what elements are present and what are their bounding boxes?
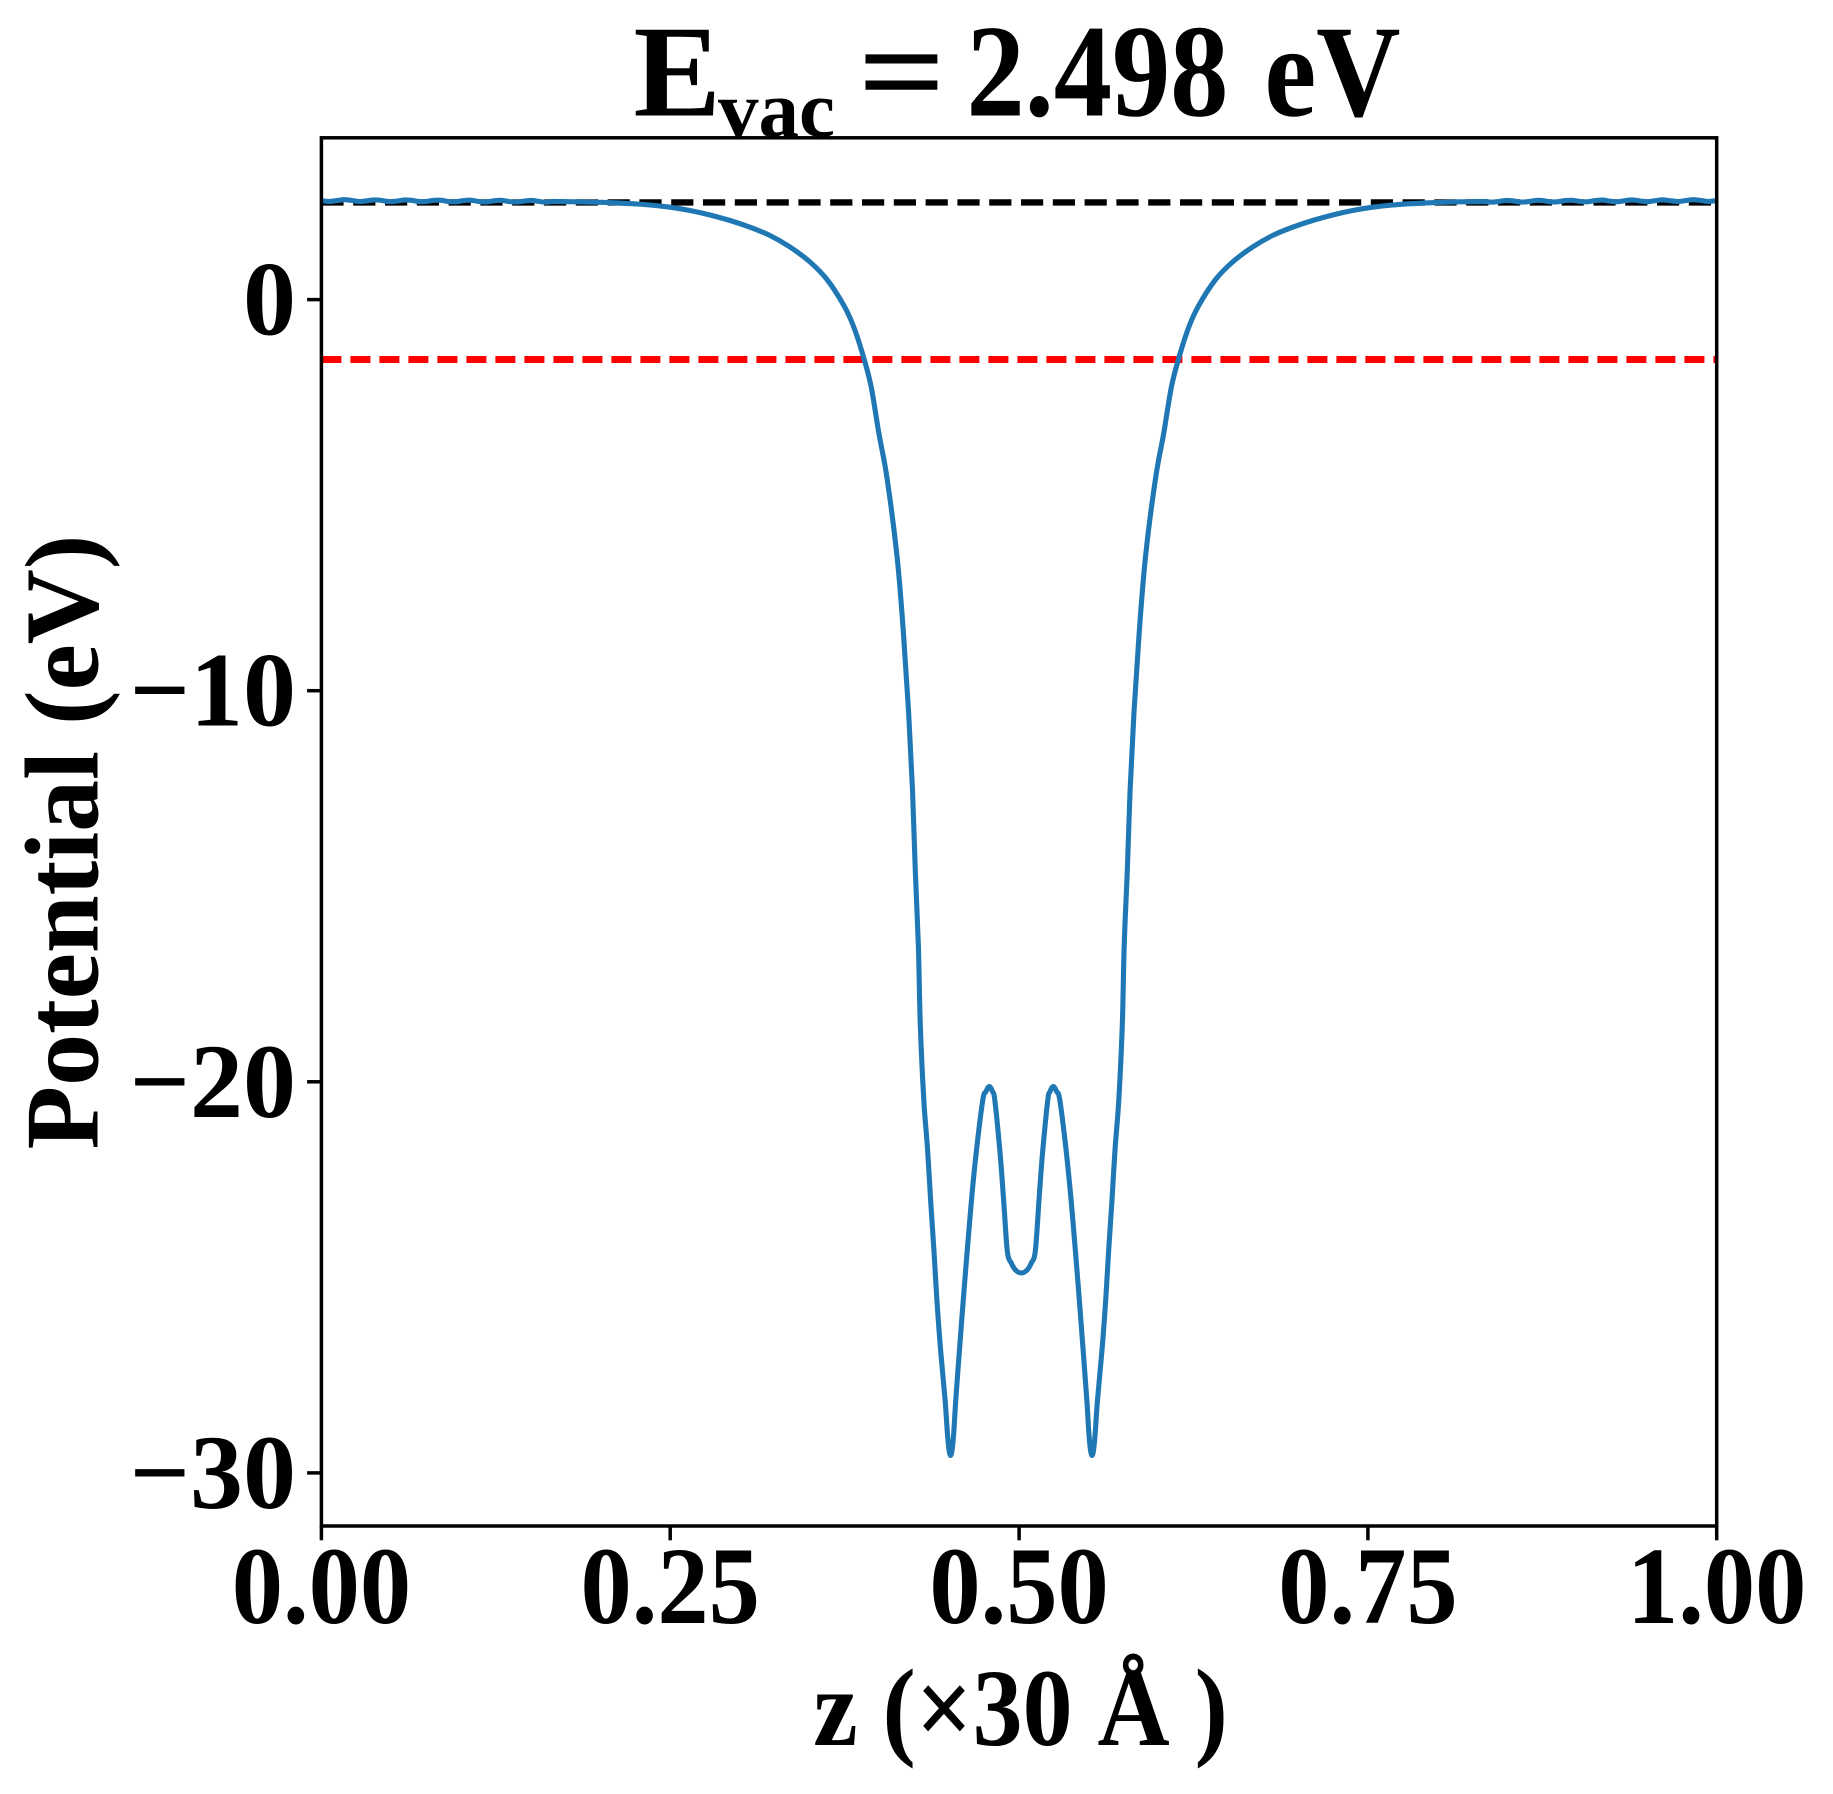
svg-text:−10: −10 xyxy=(130,632,296,749)
svg-text:E: E xyxy=(634,0,721,145)
svg-text:0.75: 0.75 xyxy=(1278,1525,1457,1647)
svg-text:0.50: 0.50 xyxy=(929,1525,1108,1647)
svg-text:Potential (eV): Potential (eV) xyxy=(4,535,121,1150)
svg-text:eV: eV xyxy=(1264,0,1400,144)
svg-text:0: 0 xyxy=(243,241,296,358)
svg-text:2.498: 2.498 xyxy=(967,0,1229,144)
svg-text:−30: −30 xyxy=(130,1414,296,1531)
svg-text:=: = xyxy=(858,0,946,144)
svg-text:vac: vac xyxy=(718,65,835,155)
svg-text:0.25: 0.25 xyxy=(581,1525,760,1647)
svg-text:z (×30 Å ): z (×30 Å ) xyxy=(813,1647,1228,1769)
svg-text:1.00: 1.00 xyxy=(1627,1525,1806,1647)
svg-text:−20: −20 xyxy=(130,1023,296,1140)
svg-text:0.00: 0.00 xyxy=(232,1525,411,1647)
